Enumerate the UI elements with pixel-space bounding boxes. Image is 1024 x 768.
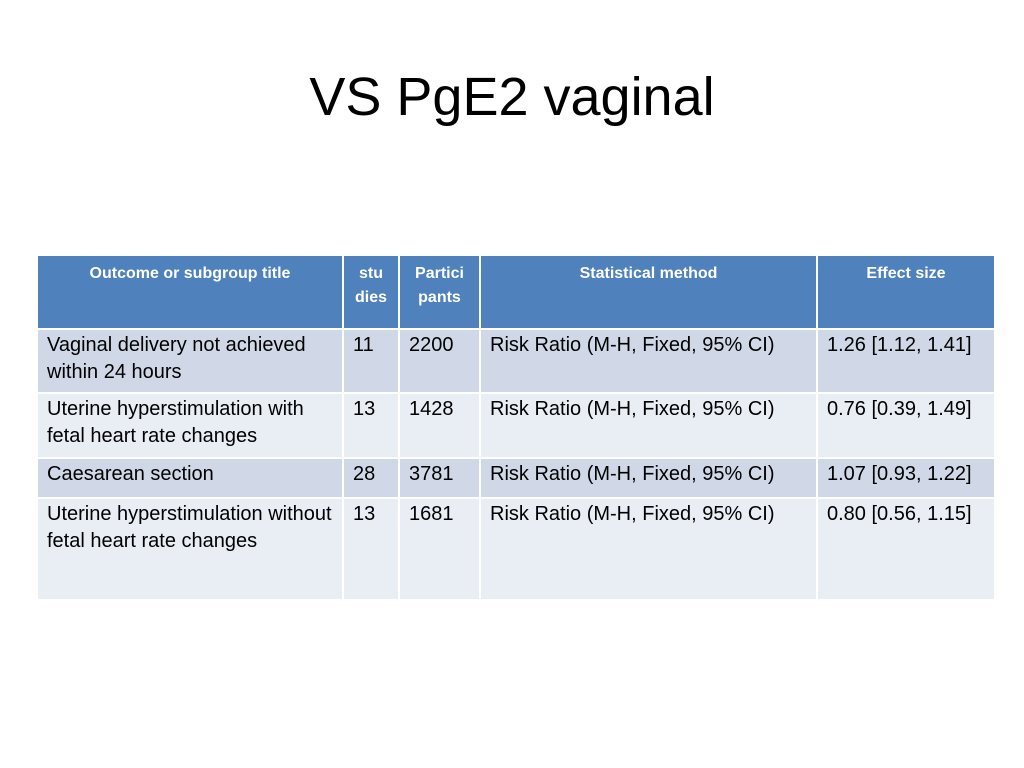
cell-outcome: Caesarean section xyxy=(36,457,344,499)
results-table: Outcome or subgroup title stu dies Parti… xyxy=(36,254,996,601)
cell-statistical-method: Risk Ratio (M-H, Fixed, 95% CI) xyxy=(479,392,818,459)
cell-studies: 13 xyxy=(342,497,400,601)
cell-effect-size: 1.07 [0.93, 1.22] xyxy=(816,457,996,499)
cell-statistical-method: Risk Ratio (M-H, Fixed, 95% CI) xyxy=(479,457,818,499)
header-participants: Partici pants xyxy=(398,254,481,330)
table-row: Uterine hyperstimulation with fetal hear… xyxy=(36,392,996,459)
table-row: Caesarean section 28 3781 Risk Ratio (M-… xyxy=(36,457,996,499)
header-statistical-method: Statistical method xyxy=(479,254,818,330)
cell-outcome: Uterine hyperstimulation with fetal hear… xyxy=(36,392,344,459)
cell-participants: 1428 xyxy=(398,392,481,459)
header-outcome: Outcome or subgroup title xyxy=(36,254,344,330)
cell-statistical-method: Risk Ratio (M-H, Fixed, 95% CI) xyxy=(479,328,818,394)
cell-effect-size: 0.80 [0.56, 1.15] xyxy=(816,497,996,601)
cell-studies: 11 xyxy=(342,328,400,394)
cell-outcome: Uterine hyperstimulation without fetal h… xyxy=(36,497,344,601)
table-header: Outcome or subgroup title stu dies Parti… xyxy=(36,254,996,330)
cell-statistical-method: Risk Ratio (M-H, Fixed, 95% CI) xyxy=(479,497,818,601)
cell-effect-size: 1.26 [1.12, 1.41] xyxy=(816,328,996,394)
cell-participants: 1681 xyxy=(398,497,481,601)
cell-participants: 2200 xyxy=(398,328,481,394)
slide-title: VS PgE2 vaginal xyxy=(309,67,715,127)
results-table-container: Outcome or subgroup title stu dies Parti… xyxy=(36,254,996,601)
cell-participants: 3781 xyxy=(398,457,481,499)
cell-studies: 28 xyxy=(342,457,400,499)
table-row: Uterine hyperstimulation without fetal h… xyxy=(36,497,996,601)
cell-outcome: Vaginal delivery not achieved within 24 … xyxy=(36,328,344,394)
cell-effect-size: 0.76 [0.39, 1.49] xyxy=(816,392,996,459)
header-effect-size: Effect size xyxy=(816,254,996,330)
table-row: Vaginal delivery not achieved within 24 … xyxy=(36,328,996,394)
header-row: Outcome or subgroup title stu dies Parti… xyxy=(36,254,996,330)
table-body: Vaginal delivery not achieved within 24 … xyxy=(36,328,996,601)
header-studies: stu dies xyxy=(342,254,400,330)
cell-studies: 13 xyxy=(342,392,400,459)
